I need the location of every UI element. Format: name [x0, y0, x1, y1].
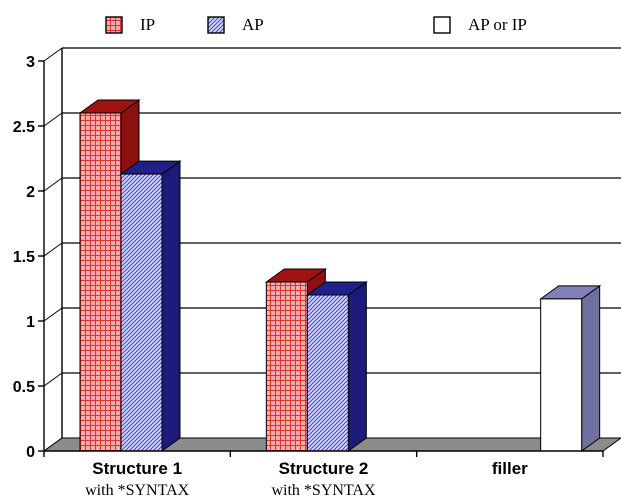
legend-swatch: [207, 16, 225, 34]
legend-swatch: [105, 16, 123, 34]
y-tick-label: 3: [26, 54, 35, 71]
category-label: filler: [492, 459, 528, 478]
y-tick-label: 1: [26, 314, 35, 331]
y-tick-label: 2: [26, 184, 35, 201]
bar-ap-or-ip-2: [539, 284, 602, 452]
y-tick-diagonal: [43, 112, 63, 127]
category-sublabel: with *SYNTAX: [271, 482, 376, 499]
y-tick-label: 0: [26, 444, 35, 461]
legend-label: AP or IP: [468, 15, 527, 34]
x-axis: Structure 1 with *SYNTAX Structure 2 with *…: [43, 450, 604, 499]
bar-ip-0: [78, 99, 141, 452]
legend: IP AP AP or IP: [105, 15, 527, 34]
y-tick-label: 2.5: [13, 119, 35, 136]
bar-ap-0: [119, 160, 182, 452]
legend-item-ap: AP: [207, 15, 264, 34]
y-tick-diagonal: [43, 177, 63, 192]
y-tick-diagonal: [43, 307, 63, 322]
y-tick-diagonal: [43, 372, 63, 387]
legend-label: IP: [140, 15, 155, 34]
legend-item-ip: IP: [105, 15, 155, 34]
legend-swatch: [433, 16, 451, 34]
category-label: Structure 2: [279, 459, 369, 478]
legend-item-ap-or-ip: AP or IP: [433, 15, 527, 34]
legend-label: AP: [242, 15, 264, 34]
y-tick-label: 1.5: [13, 249, 35, 266]
bars: [78, 99, 602, 452]
y-tick-diagonal: [43, 47, 63, 62]
category-label: Structure 1: [92, 459, 182, 478]
y-tick-diagonal: [43, 242, 63, 257]
category-sublabel: with *SYNTAX: [85, 482, 190, 499]
y-axis: 0 0.5 1 1.5 2 2.5 3: [13, 47, 63, 461]
bar-ap-1: [305, 281, 368, 452]
y-tick-label: 0.5: [13, 379, 35, 396]
